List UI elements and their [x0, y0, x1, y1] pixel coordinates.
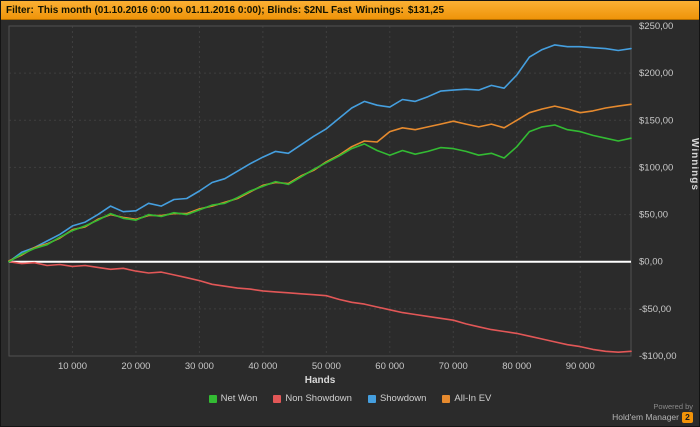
legend-label-showdown: Showdown [379, 393, 427, 404]
y-axis-title: Winnings [689, 138, 700, 191]
winnings-value: $131,25 [407, 4, 445, 16]
hm2-logo-icon: 2 [682, 412, 693, 423]
x-tick-label: 50 000 [312, 361, 341, 372]
x-tick-label: 60 000 [375, 361, 404, 372]
x-tick-label: 90 000 [566, 361, 595, 372]
x-tick-label: 40 000 [248, 361, 277, 372]
legend-label-all-in-ev: All-In EV [454, 393, 492, 404]
legend-swatch-non-showdown [273, 394, 282, 403]
x-tick-label: 20 000 [121, 361, 150, 372]
filter-bar[interactable]: Filter: This month (01.10.2016 0:00 to 0… [1, 1, 699, 20]
x-tick-label: 80 000 [502, 361, 531, 372]
filter-label: Filter: [6, 4, 34, 16]
legend-item-all-in-ev[interactable]: All-In EV [442, 393, 491, 404]
chart-area: $250,00 $200,00 $150,00 $100,00 $50,00 $0,00 -… [1, 20, 700, 374]
legend-swatch-net-won [208, 394, 217, 403]
filter-value: This month (01.10.2016 0:00 to 01.11.201… [37, 4, 352, 16]
plot-border [8, 25, 632, 357]
legend-swatch-all-in-ev [442, 394, 451, 403]
y-tick-label: $100,00 [639, 162, 673, 173]
y-tick-label: $50,00 [639, 210, 668, 221]
legend-item-net-won[interactable]: Net Won [208, 393, 258, 404]
x-tick-label: 70 000 [439, 361, 468, 372]
winnings-label: Winnings: [355, 4, 404, 16]
x-tick-label: 10 000 [58, 361, 87, 372]
legend-item-non-showdown[interactable]: Non Showdown [273, 393, 352, 404]
legend-label-net-won: Net Won [220, 393, 258, 404]
y-tick-label: $250,00 [639, 21, 673, 32]
y-tick-label: -$50,00 [639, 304, 671, 315]
y-tick-label: $200,00 [639, 68, 673, 79]
winnings-chart: $250,00 $200,00 $150,00 $100,00 $50,00 $0,00 -… [8, 21, 677, 372]
legend-item-showdown[interactable]: Showdown [367, 393, 427, 404]
footer-credit: Powered by Hold'em Manager 2 [612, 403, 693, 423]
brand-name: Hold'em Manager [612, 411, 679, 422]
series-line-showdown [8, 44, 632, 263]
x-axis-title: Hands [304, 375, 336, 386]
x-tick-label: 30 000 [185, 361, 214, 372]
legend-label-non-showdown: Non Showdown [285, 393, 352, 404]
series-line-non-showdown [8, 260, 632, 354]
legend-swatch-showdown [367, 394, 376, 403]
series-line-net-won [8, 124, 632, 263]
y-tick-label: -$100,00 [639, 351, 677, 362]
chart-legend: Net Won Non Showdown Showdown All-In EV [1, 393, 699, 404]
y-tick-label: $0,00 [639, 257, 663, 268]
y-tick-label: $150,00 [639, 115, 673, 126]
powered-by-text: Powered by [653, 402, 693, 412]
